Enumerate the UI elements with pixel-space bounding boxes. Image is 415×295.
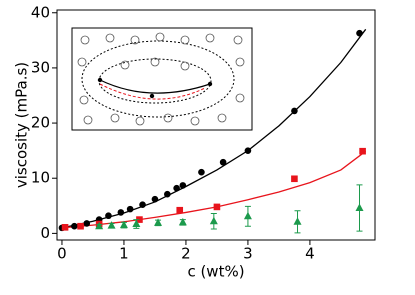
y-tick-label: 40 [31,3,50,21]
plot-frame [56,9,376,241]
data-point [164,190,171,198]
data-point [244,147,252,154]
data-point [83,220,91,227]
data-point [179,182,187,189]
data-point [213,203,221,211]
data-point [355,203,364,212]
x-tick-label: 2 [181,245,191,263]
data-point [173,184,180,192]
y-tick-label: 0 [40,224,50,242]
x-tick-label: 4 [305,245,315,263]
data-point [105,212,112,220]
fit-line [61,28,367,229]
y-tick-label: 20 [31,114,50,132]
data-point [61,224,69,231]
y-tick-label: 10 [31,169,50,187]
data-point [178,217,187,226]
x-axis-label: c (wt%) [187,263,244,281]
x-tick-label: 0 [57,245,67,263]
x-tick-label: 1 [119,245,129,263]
data-point [77,222,84,230]
data-point [154,218,163,226]
data-point [139,201,146,209]
data-point [291,175,298,183]
y-axis-label: viscosity (mPa.s) [13,62,31,188]
data-point [291,107,298,115]
data-point [119,220,128,229]
data-point [136,216,143,223]
data-point [293,217,302,225]
data-point [219,158,227,166]
data-point [176,206,184,214]
data-point [95,221,104,230]
x-tick-label: 3 [243,245,253,263]
data-point [356,29,363,37]
data-point [71,222,78,230]
data-point [359,147,366,155]
y-tick-label: 30 [31,58,50,76]
data-point [243,211,252,220]
data-point [132,219,141,228]
data-point [107,221,116,229]
data-point [117,209,125,216]
data-point [151,195,159,203]
data-point [198,168,205,176]
inset-illustration [71,27,253,131]
data-point [209,216,218,225]
data-point [126,205,134,213]
